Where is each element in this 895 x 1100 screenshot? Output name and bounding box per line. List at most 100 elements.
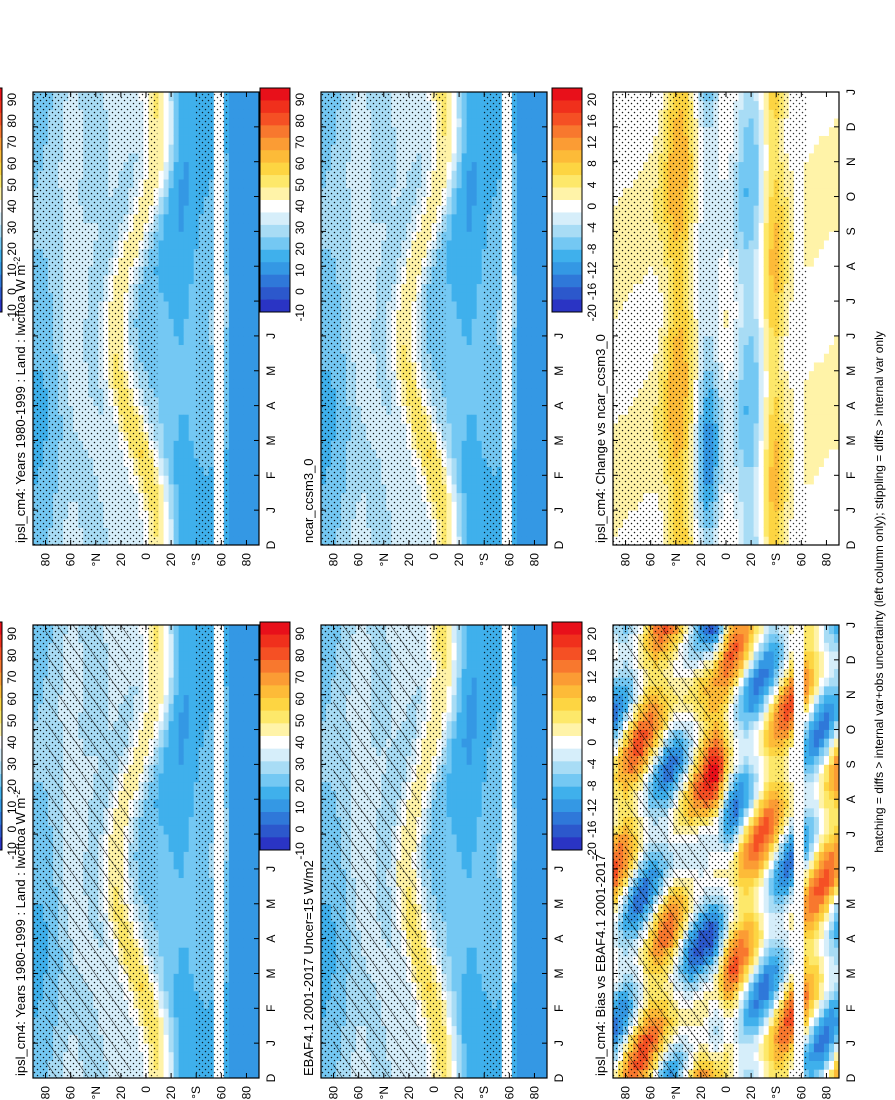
heatmap-cell <box>243 161 250 171</box>
heatmap-cell <box>168 222 175 232</box>
heatmap-cell <box>233 834 240 844</box>
heatmap-cell <box>233 457 240 467</box>
heatmap-cell <box>168 659 175 669</box>
heatmap-cell <box>178 816 185 826</box>
heatmap-cell <box>248 431 255 441</box>
heatmap-cell <box>158 834 164 844</box>
heatmap-cell <box>228 825 235 835</box>
heatmap-cell <box>163 677 169 687</box>
heatmap-cell <box>248 274 255 285</box>
heatmap-cell <box>238 659 245 669</box>
heatmap-cell <box>178 135 185 145</box>
colorbar-swatch <box>0 634 2 648</box>
heatmap-cell <box>243 1043 250 1053</box>
heatmap-cell <box>238 729 245 739</box>
heatmap-cell <box>188 929 195 940</box>
heatmap-cell <box>228 1008 235 1018</box>
heatmap-cell <box>233 816 240 826</box>
heatmap-cell <box>238 144 245 154</box>
heatmap-cell <box>248 982 255 992</box>
x-tick-label: D <box>264 1073 278 1082</box>
heatmap-cell <box>158 912 164 922</box>
heatmap-cell <box>233 999 240 1009</box>
colorbar-label: 20 <box>5 779 19 793</box>
heatmap-cell <box>183 816 190 826</box>
heatmap-cell <box>173 816 180 826</box>
heatmap-cell <box>183 510 190 520</box>
heatmap-cell <box>238 807 245 818</box>
heatmap-cell <box>173 187 180 197</box>
heatmap-cell <box>158 799 164 809</box>
colorbar-label: 50 <box>5 178 19 192</box>
heatmap-cell <box>243 1017 250 1027</box>
heatmap-cell <box>183 187 190 197</box>
heatmap-cell <box>158 659 164 669</box>
heatmap-cell <box>178 457 185 467</box>
heatmap-cell <box>173 973 180 983</box>
heatmap-cell <box>163 396 169 407</box>
heatmap-cell <box>158 370 164 380</box>
heatmap-cell <box>168 118 175 128</box>
heatmap-cell <box>163 799 169 809</box>
heatmap-cell <box>233 466 240 476</box>
heatmap-cell <box>178 790 185 800</box>
heatmap-cell <box>238 685 245 696</box>
heatmap-cell <box>178 187 185 197</box>
heatmap-cell <box>233 625 240 635</box>
heatmap-cell <box>248 222 255 232</box>
heatmap-cell <box>228 135 235 145</box>
heatmap-cell <box>238 527 245 537</box>
heatmap-cell <box>248 834 255 844</box>
heatmap-cell <box>228 746 235 757</box>
heatmap-cell <box>178 999 185 1009</box>
heatmap-cell <box>178 501 185 511</box>
heatmap-cell <box>183 231 190 241</box>
heatmap-cell <box>183 990 190 1000</box>
heatmap-cell <box>173 1008 180 1018</box>
heatmap-cell <box>158 152 164 163</box>
heatmap-cell <box>158 790 164 800</box>
heatmap-cell <box>183 536 190 546</box>
heatmap-cell <box>188 240 195 250</box>
x-tick-label: A <box>264 935 278 943</box>
colorbar-label: 80 <box>5 648 19 662</box>
heatmap-cell <box>188 318 195 328</box>
heatmap-cell <box>243 990 250 1000</box>
heatmap-cell <box>158 527 164 537</box>
x-tick-label: A <box>264 402 278 410</box>
heatmap-cell <box>163 755 169 765</box>
heatmap-cell <box>233 527 240 537</box>
heatmap-cell <box>163 816 169 826</box>
heatmap-cell <box>173 842 180 852</box>
heatmap-cell <box>173 318 180 328</box>
heatmap-cell <box>178 344 185 354</box>
heatmap-cell <box>173 1017 180 1027</box>
heatmap-cell <box>183 746 190 757</box>
heatmap-cell <box>188 388 195 398</box>
heatmap-cell <box>163 964 169 974</box>
heatmap-cell <box>178 388 185 398</box>
heatmap-cell <box>163 807 169 818</box>
heatmap-cell <box>163 973 169 983</box>
heatmap-cell <box>243 510 250 520</box>
heatmap-cell <box>248 527 255 537</box>
heatmap-cell <box>183 755 190 765</box>
heatmap-cell <box>178 938 185 948</box>
heatmap-cell <box>178 633 185 643</box>
heatmap-cell <box>228 851 235 861</box>
heatmap-cell <box>188 457 195 467</box>
heatmap-cell <box>168 179 175 189</box>
heatmap-cell <box>238 510 245 520</box>
heatmap-cell <box>243 126 250 136</box>
heatmap-cell <box>253 642 260 652</box>
stippling-overlay <box>195 92 228 545</box>
heatmap-cell <box>178 851 185 861</box>
heatmap-cell <box>188 222 195 232</box>
heatmap-cell <box>233 1051 240 1061</box>
heatmap-cell <box>173 457 180 467</box>
heatmap-cell <box>183 764 190 774</box>
heatmap-cell <box>228 1043 235 1053</box>
heatmap-cell <box>183 213 190 224</box>
heatmap-cell <box>228 668 235 678</box>
heatmap-cell <box>228 973 235 983</box>
